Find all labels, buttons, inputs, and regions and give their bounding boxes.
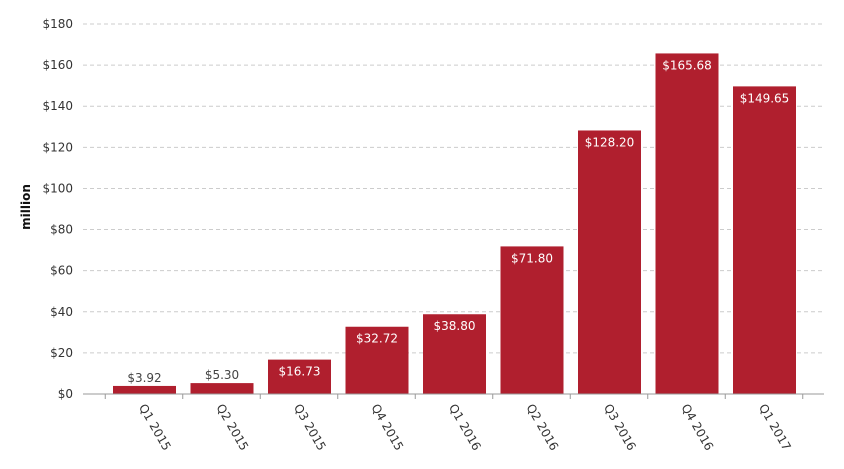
bar — [578, 130, 641, 394]
y-tick-label: $160 — [42, 58, 73, 72]
x-tick-label: Q3 2016 — [601, 402, 639, 454]
bar — [655, 53, 719, 395]
bars — [113, 53, 796, 395]
y-tick-label: $180 — [42, 17, 73, 31]
x-tick-label: Q2 2015 — [213, 402, 251, 454]
bar — [733, 86, 796, 394]
y-tick-label: $80 — [50, 223, 73, 237]
data-label: $38.80 — [434, 319, 476, 333]
bar — [268, 359, 331, 394]
y-tick-label: $20 — [50, 346, 73, 360]
y-tick-label: $120 — [42, 140, 73, 154]
data-label: $128.20 — [585, 135, 635, 149]
y-tick-label: $0 — [58, 387, 73, 401]
y-tick-label: $140 — [42, 99, 73, 113]
x-tick-label: Q1 2016 — [446, 402, 484, 454]
x-axis-ticks: Q1 2015 Q2 2015 Q3 2015 Q4 2015 Q1 2016 Q2 20… — [104, 394, 804, 454]
y-tick-label: $40 — [50, 305, 73, 319]
data-label: $71.80 — [511, 251, 553, 265]
x-tick-label: Q3 2015 — [291, 402, 329, 454]
y-axis-label: million — [19, 184, 33, 230]
y-tick-label: $100 — [42, 181, 73, 195]
data-label: $16.73 — [279, 365, 321, 379]
data-labels: $3.92 $5.30 $16.73 $32.72 $38.80 $71.80 $128.2… — [127, 58, 789, 385]
x-tick-label: Q4 2015 — [368, 402, 406, 454]
y-tick-label: $60 — [50, 264, 73, 278]
y-axis-ticks: $0 $20 $40 $60 $80 $100 $120 $140 $160 $180 — [42, 17, 73, 401]
x-tick-label: Q2 2016 — [523, 402, 561, 454]
bar — [190, 383, 254, 394]
data-label: $32.72 — [356, 332, 398, 346]
bar — [500, 246, 564, 394]
data-label: $5.30 — [205, 368, 239, 382]
data-label: $165.68 — [662, 58, 712, 72]
x-tick-label: Q1 2017 — [756, 402, 794, 454]
bar — [423, 314, 486, 394]
x-tick-label: Q1 2015 — [136, 402, 174, 454]
bar — [345, 326, 409, 394]
data-label: $3.92 — [127, 371, 161, 385]
x-tick-label: Q4 2016 — [678, 402, 716, 454]
data-label: $149.65 — [740, 91, 790, 105]
bar — [113, 385, 176, 394]
